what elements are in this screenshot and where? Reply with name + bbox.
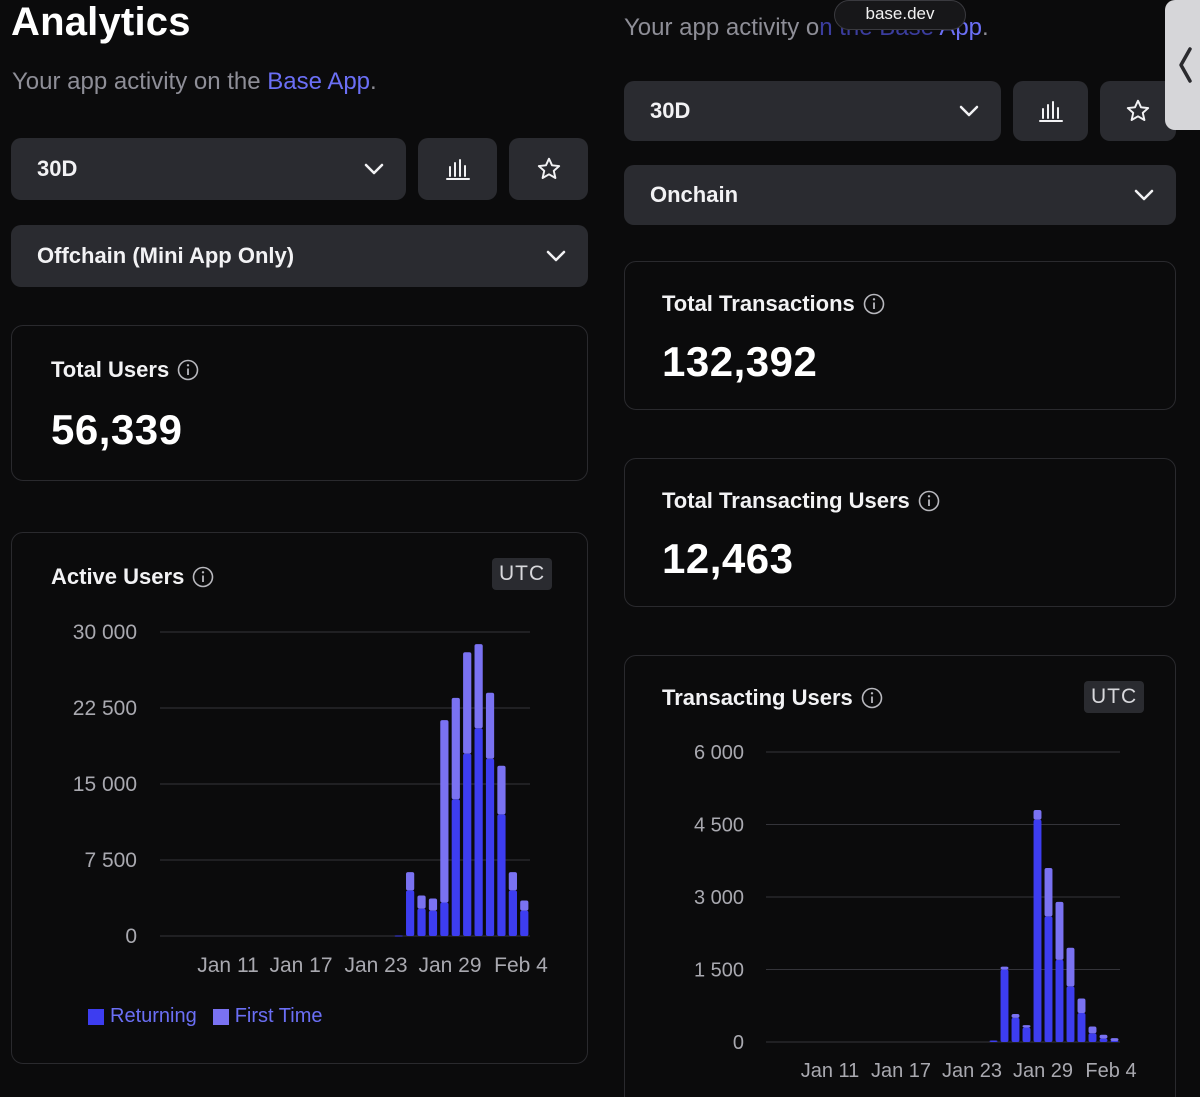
page-title: Analytics — [11, 0, 191, 44]
bar-chart-icon — [1038, 101, 1063, 122]
favorite-button[interactable] — [509, 138, 588, 200]
right-subtitle-text: Your app activity o — [624, 14, 820, 41]
url-pill[interactable]: base.dev — [834, 0, 966, 30]
total-transactions-label: Total Transactions — [662, 291, 855, 316]
legend-first-time[interactable]: First Time — [212, 1005, 323, 1028]
right-timezone-badge[interactable]: UTC — [1084, 681, 1145, 713]
info-icon[interactable] — [918, 490, 940, 512]
total-transactions-title: Total Transactions — [662, 291, 885, 317]
right-favorite-button[interactable] — [1100, 81, 1176, 141]
active-users-label: Active Users — [51, 564, 185, 589]
range-select-value: 30D — [37, 156, 78, 181]
timezone-badge[interactable]: UTC — [492, 558, 553, 590]
total-transactions-card: Total Transactions 132,392 — [624, 261, 1176, 410]
right-range-select-value: 30D — [650, 98, 691, 123]
total-users-title: Total Users — [51, 357, 199, 383]
active-users-title: Active Users — [51, 564, 214, 590]
chevron-down-icon — [364, 163, 384, 175]
chevron-down-icon — [959, 105, 979, 117]
chart-view-button[interactable] — [418, 138, 497, 200]
info-icon[interactable] — [192, 566, 214, 588]
metric-select[interactable]: Offchain (Mini App Only) — [11, 225, 588, 287]
returning-swatch — [88, 1008, 104, 1025]
info-icon[interactable] — [863, 293, 885, 315]
right-range-select[interactable]: 30D — [624, 81, 1001, 141]
transacting-users-title: Transacting Users — [662, 685, 883, 711]
right-chart-view-button[interactable] — [1013, 81, 1088, 141]
right-subtitle-suffix: . — [982, 14, 989, 41]
total-transacting-users-label: Total Transacting Users — [662, 488, 910, 513]
legend-returning-label: Returning — [110, 1005, 197, 1027]
range-select[interactable]: 30D — [11, 138, 406, 200]
total-transacting-users-card: Total Transacting Users 12,463 — [624, 458, 1176, 607]
total-transactions-value: 132,392 — [662, 338, 818, 385]
transacting-users-label: Transacting Users — [662, 685, 853, 710]
right-metric-select[interactable]: Onchain — [624, 165, 1176, 225]
chart-legend: Returning First Time — [88, 1005, 323, 1028]
page-subtitle: Your app activity on the Base App. — [12, 68, 377, 96]
first-time-swatch — [212, 1008, 229, 1025]
total-users-value: 56,339 — [51, 406, 183, 453]
active-users-card: Active Users UTC Returning First Time — [11, 532, 588, 1064]
total-transacting-users-value: 12,463 — [662, 535, 794, 582]
star-icon — [537, 157, 560, 179]
base-app-link[interactable]: Base App — [267, 68, 371, 95]
total-users-label: Total Users — [51, 357, 170, 382]
total-users-card: Total Users 56,339 — [11, 325, 588, 481]
chevron-down-icon — [546, 250, 566, 262]
legend-returning[interactable]: Returning — [88, 1005, 197, 1028]
info-icon[interactable] — [177, 359, 199, 381]
bar-chart-icon — [445, 159, 470, 180]
subtitle-suffix: . — [370, 68, 377, 95]
right-metric-select-value: Onchain — [650, 182, 739, 207]
legend-first-time-label: First Time — [234, 1005, 323, 1027]
metric-select-value: Offchain (Mini App Only) — [37, 243, 295, 268]
chevron-down-icon — [1134, 189, 1154, 201]
transacting-users-card: Transacting Users UTC — [624, 655, 1176, 1097]
subtitle-text: Your app activity on the — [12, 68, 268, 95]
star-icon — [1126, 99, 1150, 121]
info-icon[interactable] — [861, 687, 883, 709]
side-panel-tab[interactable] — [1165, 0, 1200, 130]
total-transacting-users-title: Total Transacting Users — [662, 488, 940, 514]
chevron-left-icon — [1179, 47, 1192, 83]
